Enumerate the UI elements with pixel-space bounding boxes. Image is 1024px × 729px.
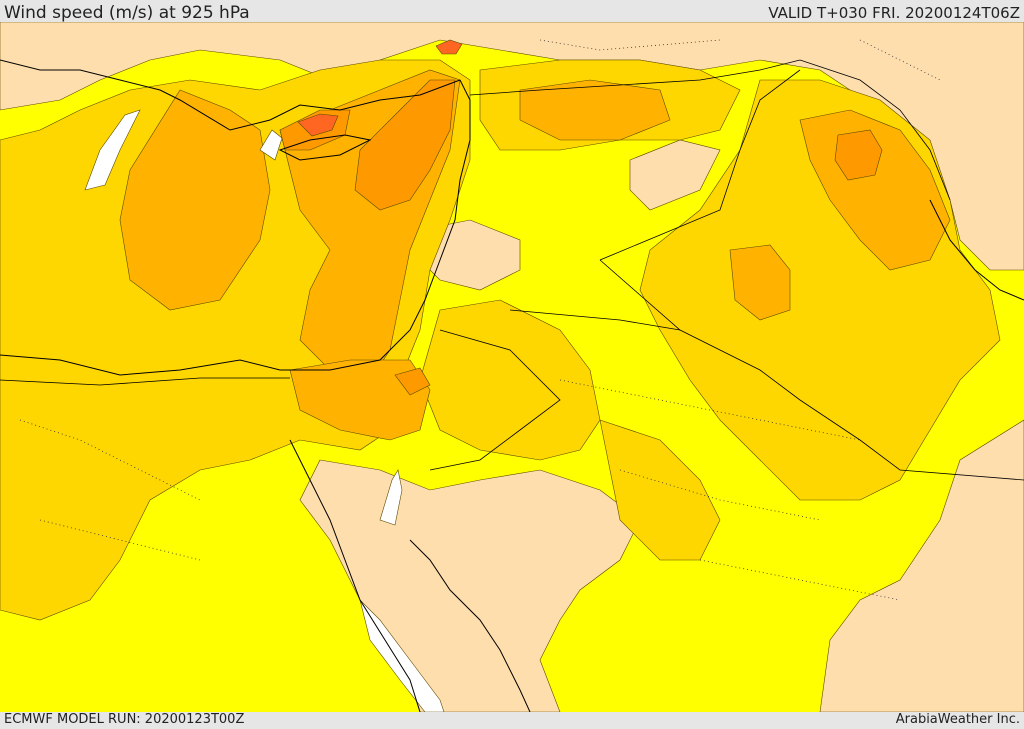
- border-iraq-iran: [799, 59, 951, 201]
- coastline-turkey: [0, 59, 461, 131]
- zone-very-strong-sinai: [394, 367, 431, 396]
- zone-strong-desert: [729, 244, 791, 321]
- zone-light-arabia-east: [819, 419, 1024, 712]
- model-run-label: ECMWF MODEL RUN: 20200123T00Z: [4, 712, 245, 727]
- zone-strong-syria: [519, 79, 671, 141]
- zone-calm-turkey: [259, 129, 283, 161]
- border-syria-iraq: [599, 69, 801, 261]
- border-egypt-sudan: [0, 377, 290, 386]
- zone-calm-aegean: [84, 109, 141, 191]
- zone-fresh-east-central: [599, 419, 721, 561]
- admin-boundary-arabia: [559, 379, 901, 601]
- coastline-red-sea-west: [289, 439, 421, 712]
- zone-very-strong-iraq: [834, 129, 883, 181]
- zone-light-arabia-south: [299, 459, 641, 712]
- valid-time: VALID T+030 FRI. 20200124T06Z: [768, 4, 1020, 22]
- wind-speed-map: [0, 22, 1024, 712]
- header-bar: Wind speed (m/s) at 925 hPa VALID T+030 …: [0, 0, 1024, 22]
- border-saudi-jordan: [429, 329, 561, 471]
- coastline-red-sea-east: [409, 539, 531, 712]
- zone-strong-west: [119, 89, 271, 311]
- credit-label: ArabiaWeather Inc.: [895, 712, 1020, 727]
- map-canvas: [0, 22, 1024, 712]
- coastline-cyprus: [278, 134, 372, 161]
- zone-calm-red-sea: [359, 599, 445, 712]
- border-jordan-iraq: [509, 309, 681, 331]
- admin-boundary-egypt: [19, 419, 201, 561]
- zone-gale-turkey: [435, 39, 463, 55]
- coastline-levant: [0, 79, 471, 376]
- zone-gale-cyprus: [297, 113, 339, 137]
- zone-fresh-jordan: [419, 299, 601, 461]
- map-title: Wind speed (m/s) at 925 hPa: [4, 3, 250, 22]
- coastline-gulf: [929, 199, 1024, 301]
- zone-calm-aqaba: [379, 469, 403, 526]
- zone-very-strong-levant: [354, 79, 456, 211]
- zone-strong-sinai: [289, 359, 431, 441]
- border-turkey-syria: [469, 59, 801, 96]
- footer-bar: ECMWF MODEL RUN: 20200123T00Z ArabiaWeat…: [0, 712, 1024, 729]
- admin-boundary-turkey: [539, 39, 941, 81]
